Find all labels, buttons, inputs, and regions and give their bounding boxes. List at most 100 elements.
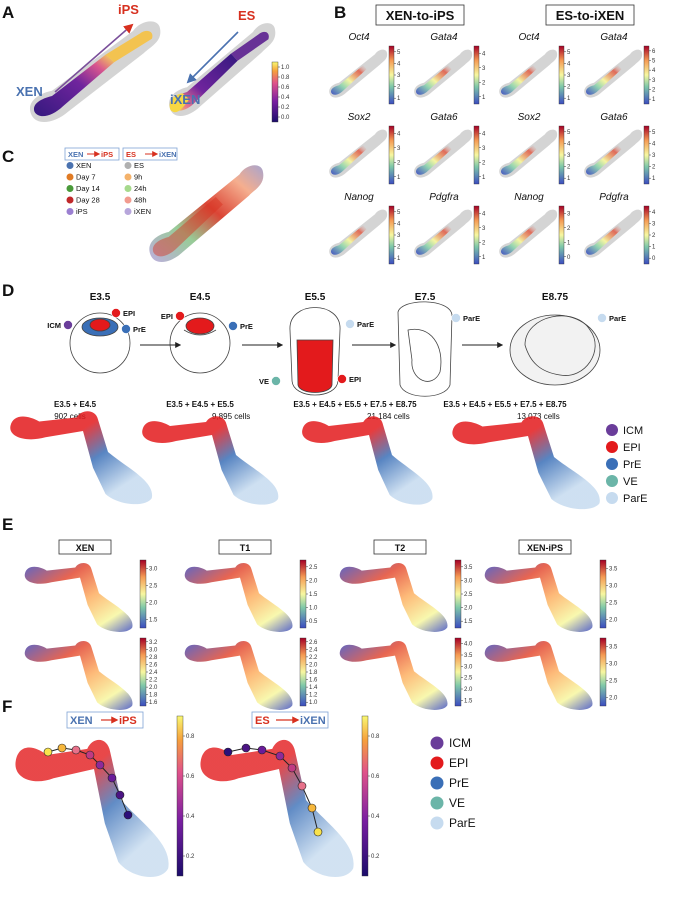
- colorbar-tick-label: 0.6: [371, 774, 380, 780]
- scatter-cloud: [142, 416, 279, 505]
- umap-cells: 21,184 cells: [367, 412, 410, 421]
- arrow: [186, 31, 239, 84]
- colorbar: [299, 559, 307, 629]
- scatter-cloud: [10, 411, 153, 505]
- colorbar-tick-label: 3: [397, 233, 401, 239]
- gene-label: Gata4: [600, 32, 628, 43]
- colorbar-tick-label: 5: [652, 130, 656, 136]
- colorbar-tick-label: 3: [482, 226, 486, 232]
- legend-label: EPI: [623, 442, 641, 454]
- colorbar-tick-label: 4: [567, 61, 571, 67]
- colorbar-tick-label: 2.5: [609, 601, 618, 607]
- colorbar-tick-label: 1: [567, 96, 571, 102]
- legend-dot: [606, 458, 618, 470]
- colorbar-tick-label: 2: [652, 88, 656, 94]
- panel-label: C: [2, 147, 14, 166]
- colorbar-tick-label: 2.0: [464, 687, 473, 693]
- colorbar-tick-label: 2: [567, 165, 571, 171]
- colorbar-tick-label: 2: [567, 226, 571, 232]
- cell-type-label: ICM: [47, 321, 61, 330]
- colorbar-tick-label: 0: [652, 256, 656, 262]
- trajectory-node: [223, 747, 233, 757]
- colorbar: [388, 125, 395, 185]
- colorbar: [388, 205, 395, 265]
- colorbar-tick-label: 2.0: [609, 618, 618, 624]
- colorbar-tick-label: 1: [482, 175, 486, 181]
- colorbar-tick-label: 3: [652, 78, 656, 84]
- legend-dot: [271, 376, 281, 386]
- colorbar-tick-label: 3: [397, 73, 401, 79]
- legend-dot: [66, 185, 74, 192]
- umap-cells: 9,895 cells: [212, 412, 250, 421]
- label: Day 7: [76, 173, 96, 182]
- embryo-diagram: [296, 339, 334, 393]
- legend-label: PrE: [623, 459, 641, 471]
- trajectory-node: [287, 763, 297, 773]
- scatter-cloud: [330, 65, 367, 95]
- colorbar: [388, 45, 395, 105]
- colorbar-tick-label: 1.5: [464, 698, 473, 704]
- colorbar-tick-label: 1.8: [309, 670, 318, 676]
- legend-dot: [606, 441, 618, 453]
- colorbar-tick-label: 4: [397, 221, 401, 227]
- colorbar: [558, 125, 565, 185]
- colorbar: [454, 637, 462, 707]
- scatter-cloud: [585, 225, 622, 255]
- header: T1: [240, 543, 251, 553]
- colorbar-tick-label: 2: [397, 85, 401, 91]
- legend-label: ParE: [449, 816, 476, 830]
- colorbar-tick-label: 1: [567, 176, 571, 182]
- colorbar-tick-label: 1.0: [281, 65, 290, 71]
- scatter-cloud: [339, 562, 448, 632]
- legend-label: EPI: [449, 756, 468, 770]
- colorbar-tick-label: 0.5: [309, 619, 318, 625]
- colorbar-tick-label: 2.5: [309, 565, 318, 571]
- colorbar: [139, 637, 147, 707]
- label: ES: [255, 715, 270, 727]
- label: ES: [126, 150, 136, 159]
- colorbar-tick-label: 2.2: [309, 655, 318, 661]
- colorbar: [299, 637, 307, 707]
- colorbar-tick-label: 6: [652, 49, 656, 55]
- scatter-cloud: [231, 31, 269, 61]
- colorbar-tick-label: 3: [567, 211, 571, 217]
- colorbar-tick-label: 2.0: [609, 696, 618, 702]
- scatter-cloud: [484, 562, 593, 632]
- colorbar-tick-label: 2.5: [609, 679, 618, 685]
- label: 24h: [134, 184, 147, 193]
- colorbar: [473, 45, 480, 105]
- colorbar-tick-label: 4: [652, 210, 656, 216]
- scatter-cloud: [200, 739, 354, 877]
- colorbar-tick-label: 4: [482, 51, 486, 57]
- colorbar-tick-label: 1: [397, 256, 401, 262]
- cell-type-label: PrE: [133, 325, 146, 334]
- legend-label: VE: [623, 476, 638, 488]
- embryo-diagram: [185, 317, 215, 335]
- colorbar-tick-label: 2.5: [464, 592, 473, 598]
- legend-dot: [124, 173, 132, 181]
- legend-dot: [337, 374, 347, 384]
- scatter-cloud: [415, 65, 452, 95]
- legend-dot: [430, 776, 444, 790]
- gene-label: Sox2: [518, 112, 541, 123]
- umap-title: E3.5 + E4.5: [54, 400, 97, 409]
- colorbar-tick-label: 3.0: [609, 662, 618, 668]
- label: Day 14: [76, 184, 100, 193]
- scatter-cloud: [484, 640, 593, 710]
- colorbar: [361, 715, 369, 877]
- colorbar-tick-label: 1: [397, 175, 401, 181]
- colorbar-tick-label: 0.6: [281, 85, 290, 91]
- header: XEN-iPS: [527, 543, 563, 553]
- legend-dot: [66, 162, 74, 169]
- colorbar: [599, 559, 607, 629]
- colorbar-tick-label: 2: [567, 85, 571, 91]
- trajectory-node: [57, 743, 67, 753]
- header-box: [375, 4, 465, 26]
- colorbar-tick-label: 3: [482, 66, 486, 72]
- gene-label: Sox2: [348, 112, 371, 123]
- colorbar-tick-label: 0.8: [186, 734, 195, 740]
- panel-label: A: [2, 3, 14, 22]
- cell-type-label: VE: [259, 377, 269, 386]
- scatter-cloud: [172, 53, 238, 111]
